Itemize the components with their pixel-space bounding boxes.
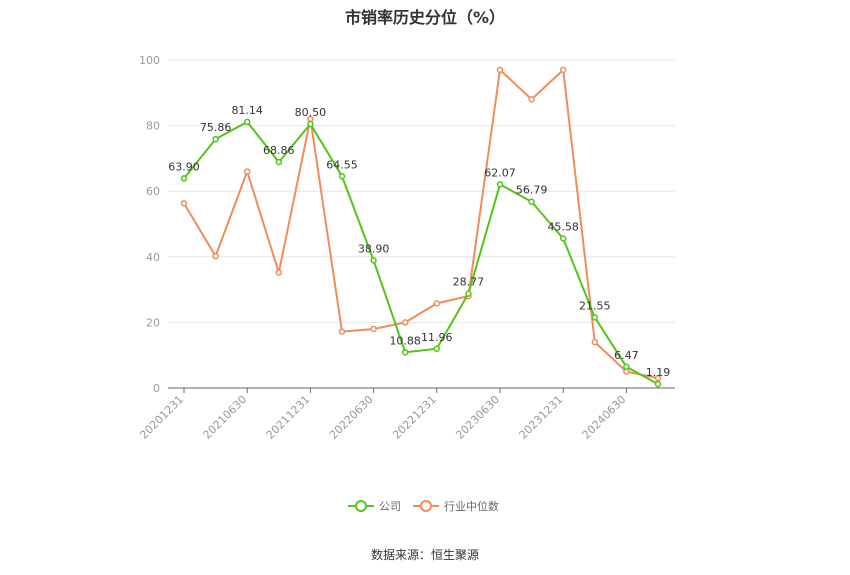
data-label: 21.55: [579, 299, 611, 312]
data-point-1: [180, 200, 188, 207]
data-label: 80.50: [295, 106, 327, 119]
data-point-0: [275, 158, 283, 166]
data-label: 6.47: [614, 349, 639, 362]
data-point-1: [275, 269, 283, 276]
data-label: 75.86: [200, 121, 232, 134]
legend-label-1: 行业中位数: [444, 499, 499, 513]
series-lines: [180, 66, 662, 388]
legend-label-0: 公司: [379, 500, 401, 513]
data-point-0: [496, 181, 504, 188]
data-label: 1.19: [646, 366, 671, 379]
grid-lines: [168, 59, 675, 323]
source-note: 数据来源：恒生聚源: [370, 548, 479, 562]
data-point-0: [338, 173, 346, 180]
data-point-1: [496, 66, 504, 74]
x-tick-label: 20220630: [327, 393, 376, 442]
data-point-0: [180, 175, 188, 182]
data-point-0: [465, 290, 472, 297]
data-point-0: [370, 257, 377, 264]
x-tick-label: 20210630: [201, 393, 250, 442]
data-point-1: [338, 328, 346, 335]
data-label: 81.14: [231, 104, 263, 117]
data-point-1: [243, 168, 251, 175]
data-point-1: [591, 338, 599, 346]
series-line-1: [183, 68, 659, 380]
y-tick-label: 0: [153, 382, 160, 395]
data-label: 10.88: [389, 334, 421, 347]
data-point-1: [654, 374, 662, 382]
data-point-0: [559, 235, 567, 242]
x-tick-label: 20230630: [453, 393, 502, 442]
legend-marker-0: [355, 500, 367, 512]
data-labels: 63.90 75.86 81.14 68.86 80.50 64.55 38.90 10.88…: [168, 104, 670, 379]
data-point-0: [243, 118, 251, 126]
y-tick-label: 100: [139, 54, 160, 67]
data-label: 38.90: [358, 242, 390, 255]
x-tick-label: 20231231: [517, 393, 566, 442]
series-line-0: [183, 120, 659, 385]
legend: 公司 行业中位数: [348, 499, 499, 513]
y-tick-label: 40: [146, 251, 160, 264]
data-point-0: [307, 120, 314, 128]
data-point-0: [623, 363, 630, 371]
data-point-0: [528, 198, 535, 205]
data-label: 62.07: [484, 166, 516, 179]
data-label: 64.55: [326, 158, 358, 171]
chart-title: 市销率历史分位（%）: [344, 8, 506, 27]
y-tick-label: 80: [146, 120, 160, 133]
data-point-0: [433, 345, 441, 353]
data-point-0: [654, 380, 662, 388]
data-point-1: [433, 300, 441, 307]
data-point-1: [528, 96, 535, 103]
data-point-1: [212, 252, 219, 260]
data-label: 63.90: [168, 160, 200, 173]
data-point-0: [591, 314, 599, 321]
x-tick-label: 20221231: [390, 393, 439, 442]
data-point-1: [370, 325, 377, 333]
data-point-0: [401, 349, 409, 356]
data-point-1: [401, 319, 409, 326]
data-label: 68.86: [263, 144, 295, 157]
data-point-0: [212, 135, 219, 143]
data-label: 56.79: [516, 184, 548, 197]
data-label: 45.58: [547, 220, 579, 233]
x-tick-label: 20201231: [137, 393, 186, 442]
data-point-1: [559, 66, 567, 74]
legend-marker-1: [420, 500, 432, 512]
x-tick-label: 20240630: [580, 393, 629, 442]
y-tick-label: 20: [146, 316, 160, 329]
data-label: 28.77: [453, 276, 485, 289]
y-tick-label: 60: [146, 185, 160, 198]
x-tick-label: 20211231: [264, 393, 313, 442]
data-label: 11.96: [421, 331, 453, 344]
